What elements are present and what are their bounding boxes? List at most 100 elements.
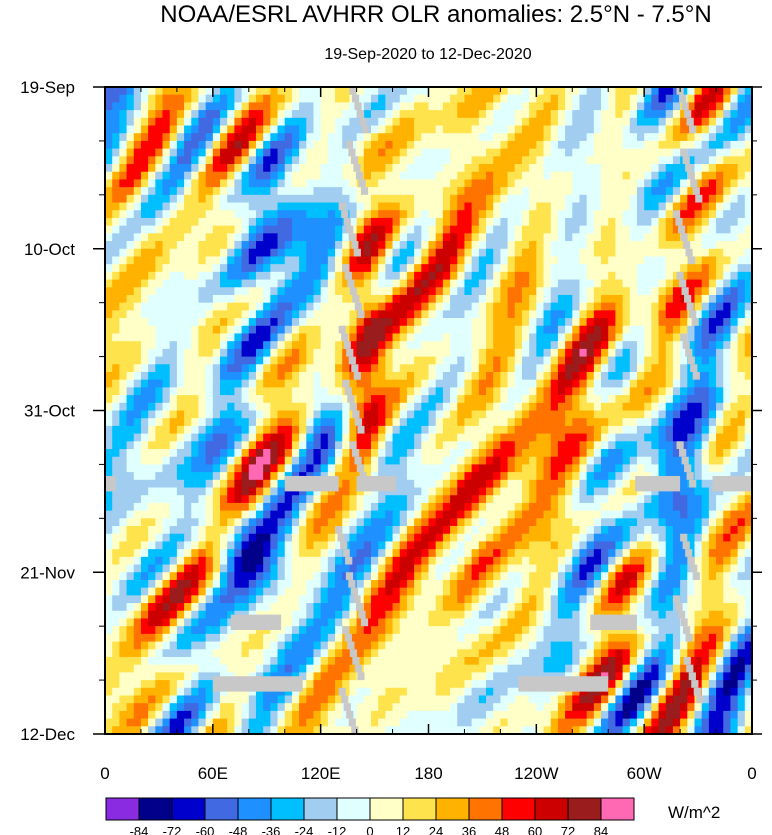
heat-cell bbox=[586, 187, 595, 196]
heat-cell bbox=[399, 202, 408, 211]
heat-cell bbox=[133, 371, 142, 381]
heat-cell bbox=[241, 325, 250, 335]
heat-cell bbox=[737, 279, 746, 288]
heat-cell bbox=[198, 472, 207, 481]
heat-cell bbox=[370, 487, 379, 496]
heat-cell bbox=[414, 194, 422, 204]
heat-cell bbox=[744, 302, 752, 311]
heat-cell bbox=[284, 402, 293, 412]
heat-cell bbox=[220, 410, 228, 419]
heat-cell bbox=[622, 256, 631, 265]
heat-cell bbox=[148, 256, 156, 265]
heat-cell bbox=[277, 225, 286, 234]
heat-cell bbox=[601, 164, 609, 173]
heat-cell bbox=[723, 117, 732, 127]
heat-cell bbox=[478, 449, 487, 458]
heat-cell bbox=[694, 279, 703, 288]
heat-cell bbox=[723, 102, 732, 111]
heat-cell bbox=[507, 395, 516, 404]
heat-cell bbox=[212, 171, 221, 181]
heat-cell bbox=[184, 464, 192, 473]
heat-cell bbox=[615, 133, 624, 142]
heat-cell bbox=[241, 418, 250, 427]
heat-cell bbox=[450, 402, 458, 412]
heat-cell bbox=[529, 256, 537, 265]
heat-cell bbox=[234, 364, 243, 373]
heat-cell bbox=[514, 402, 523, 412]
heat-cell bbox=[306, 87, 315, 96]
heat-cell bbox=[486, 210, 494, 219]
heat-cell bbox=[212, 318, 221, 327]
heat-cell bbox=[536, 233, 545, 242]
heat-cell bbox=[471, 125, 480, 134]
heat-cell bbox=[363, 487, 372, 496]
heat-cell bbox=[234, 148, 243, 157]
heat-cell bbox=[291, 371, 300, 381]
heat-cell bbox=[579, 194, 588, 204]
heat-cell bbox=[471, 387, 480, 396]
heat-cell bbox=[565, 464, 573, 473]
heat-cell bbox=[601, 402, 609, 412]
heat-cell bbox=[184, 456, 192, 466]
heat-cell bbox=[126, 210, 135, 219]
heat-cell bbox=[565, 133, 573, 142]
heat-cell bbox=[493, 387, 501, 396]
heat-cell bbox=[191, 110, 200, 119]
heat-cell bbox=[529, 310, 537, 319]
heat-cell bbox=[133, 310, 142, 319]
heat-cell bbox=[370, 341, 379, 350]
heat-cell bbox=[435, 241, 444, 250]
heat-cell bbox=[241, 102, 250, 111]
heat-cell bbox=[486, 318, 494, 327]
heat-cell bbox=[327, 510, 336, 519]
heat-cell bbox=[234, 456, 243, 466]
heat-cell bbox=[744, 387, 752, 396]
heat-cell bbox=[716, 271, 724, 281]
heat-cell bbox=[521, 502, 530, 512]
heat-cell bbox=[320, 441, 329, 450]
heat-cell bbox=[291, 402, 300, 412]
heat-cell bbox=[658, 233, 667, 242]
heat-cell bbox=[629, 248, 638, 258]
heat-cell bbox=[277, 302, 286, 311]
heat-cell bbox=[306, 179, 315, 188]
heat-cell bbox=[536, 117, 545, 127]
heat-cell bbox=[255, 333, 264, 342]
heat-cell bbox=[284, 217, 293, 227]
heat-cell bbox=[450, 179, 458, 188]
heat-cell bbox=[636, 418, 645, 427]
heat-cell bbox=[622, 387, 631, 396]
heat-cell bbox=[277, 441, 286, 450]
heat-cell bbox=[636, 140, 645, 150]
heat-cell bbox=[313, 425, 322, 435]
heat-cell bbox=[665, 379, 674, 388]
heat-cell bbox=[672, 487, 681, 496]
heat-cell bbox=[105, 271, 113, 281]
heat-cell bbox=[392, 418, 401, 427]
heat-cell bbox=[105, 418, 113, 427]
heat-cell bbox=[191, 356, 200, 365]
heat-cell bbox=[457, 348, 466, 358]
heat-cell bbox=[687, 87, 696, 96]
heat-cell bbox=[105, 171, 113, 181]
heat-cell bbox=[507, 171, 516, 181]
heat-cell bbox=[140, 433, 149, 442]
heat-cell bbox=[557, 456, 566, 466]
heat-cell bbox=[694, 125, 703, 134]
heat-cell bbox=[457, 287, 466, 296]
heat-cell bbox=[313, 387, 322, 396]
heat-cell bbox=[184, 248, 192, 258]
heat-cell bbox=[658, 348, 667, 358]
heat-cell bbox=[608, 333, 617, 342]
heat-cell bbox=[291, 348, 300, 358]
heat-cell bbox=[672, 433, 681, 442]
heat-cell bbox=[155, 279, 164, 288]
heat-cell bbox=[148, 125, 156, 134]
heat-cell bbox=[529, 395, 537, 404]
heat-cell bbox=[723, 210, 732, 219]
heat-cell bbox=[644, 148, 652, 157]
heat-cell bbox=[557, 379, 566, 388]
heat-cell bbox=[514, 449, 523, 458]
heat-cell bbox=[399, 102, 408, 111]
heat-cell bbox=[536, 110, 545, 119]
